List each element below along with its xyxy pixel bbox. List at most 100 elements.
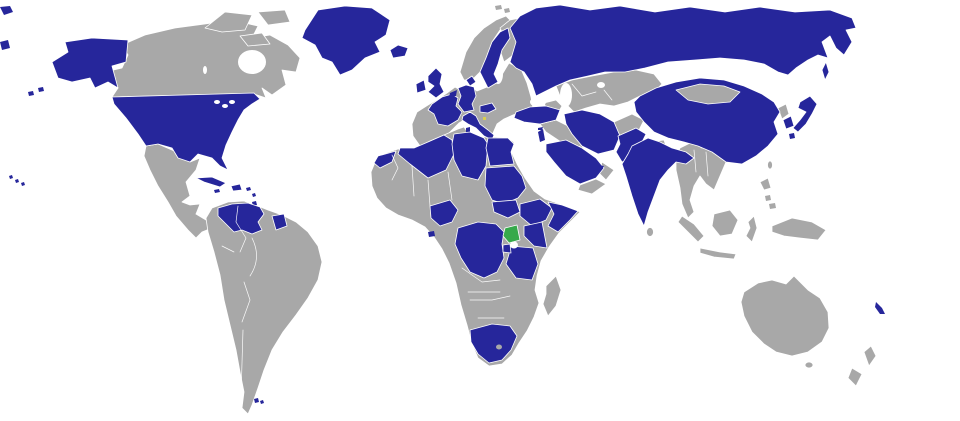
country-denmark bbox=[465, 75, 477, 87]
country-turkey bbox=[513, 105, 561, 125]
region-aleutians bbox=[28, 91, 34, 96]
country-egypt bbox=[485, 137, 515, 167]
border-lines-southeast-asia bbox=[693, 149, 709, 177]
country-japan bbox=[792, 95, 818, 133]
country-north-korea bbox=[777, 103, 790, 120]
country-india bbox=[621, 137, 695, 227]
lake-winnipeg bbox=[203, 66, 207, 74]
country-mongolia-overlay bbox=[675, 83, 741, 105]
lake-victoria bbox=[510, 241, 518, 249]
border-lines-central-asia bbox=[571, 83, 613, 101]
country-venezuela bbox=[217, 202, 265, 235]
country-taiwan bbox=[767, 160, 773, 170]
region-hawaii bbox=[21, 182, 25, 186]
region-arctic-islands bbox=[239, 32, 271, 47]
country-israel bbox=[538, 129, 545, 142]
country-lesotho bbox=[496, 344, 502, 350]
border-lines-central-america bbox=[185, 197, 205, 215]
region-hawaii bbox=[15, 179, 19, 183]
region-falkland-islands bbox=[260, 400, 264, 404]
country-united-states bbox=[111, 92, 261, 171]
country-belgium bbox=[449, 90, 457, 97]
region-new-guinea bbox=[771, 217, 827, 241]
country-somalia bbox=[547, 201, 579, 233]
country-sri-lanka bbox=[646, 227, 654, 237]
country-alaska-usa bbox=[51, 37, 129, 89]
country-italy bbox=[461, 111, 495, 141]
country-rwanda-burundi bbox=[502, 243, 512, 254]
country-greenland bbox=[301, 5, 391, 76]
country-madagascar bbox=[542, 275, 562, 317]
region-chukotka-wrap bbox=[0, 40, 10, 50]
black-sea bbox=[530, 97, 546, 107]
continent-south-america bbox=[205, 200, 323, 415]
region-arctic-islands bbox=[204, 11, 253, 33]
country-nigeria bbox=[429, 199, 459, 227]
hudson-bay bbox=[238, 50, 266, 74]
region-aleutians bbox=[38, 87, 44, 92]
country-iceland bbox=[389, 44, 409, 59]
country-saudi-arabia bbox=[545, 139, 605, 185]
region-wrangel-island bbox=[0, 6, 13, 15]
country-china bbox=[633, 77, 781, 165]
country-united-kingdom bbox=[427, 67, 445, 99]
region-svalbard bbox=[504, 8, 510, 13]
country-philippines bbox=[759, 177, 772, 191]
region-lesser-antilles bbox=[252, 193, 256, 197]
country-philippines bbox=[765, 195, 771, 201]
region-java bbox=[699, 247, 737, 260]
country-cuba bbox=[195, 176, 227, 188]
country-qatar bbox=[591, 160, 595, 165]
country-south-sudan bbox=[491, 199, 521, 219]
country-iran bbox=[563, 109, 621, 155]
country-yemen bbox=[577, 178, 607, 195]
border-lines-south-america bbox=[221, 205, 257, 397]
region-svalbard bbox=[495, 5, 502, 10]
country-puerto-rico bbox=[246, 187, 251, 191]
country-new-zealand bbox=[847, 367, 863, 387]
aral-sea bbox=[597, 82, 605, 88]
country-uae bbox=[593, 164, 604, 172]
great-lakes bbox=[222, 104, 228, 108]
region-kyushu bbox=[789, 133, 795, 139]
caspian-sea bbox=[560, 83, 572, 107]
country-australia bbox=[740, 275, 830, 357]
region-sumatra bbox=[677, 215, 705, 243]
country-south-africa bbox=[469, 323, 518, 364]
country-equatorial-guinea bbox=[428, 231, 435, 237]
country-libya bbox=[451, 131, 489, 181]
country-germany bbox=[457, 84, 477, 113]
country-suriname bbox=[271, 213, 288, 231]
country-philippines bbox=[769, 203, 776, 209]
country-kosovo-dot bbox=[483, 117, 486, 120]
country-hispaniola bbox=[230, 183, 243, 192]
country-new-caledonia bbox=[875, 302, 885, 314]
region-tasmania bbox=[804, 361, 814, 369]
country-uganda-home bbox=[502, 224, 521, 244]
great-lakes bbox=[214, 100, 220, 104]
country-russia bbox=[509, 4, 857, 97]
region-arctic-islands bbox=[257, 9, 291, 26]
region-hawaii bbox=[9, 175, 13, 179]
border-lines-africa bbox=[391, 154, 511, 319]
region-western-sahara bbox=[373, 150, 397, 169]
country-cyprus bbox=[538, 127, 543, 130]
country-ethiopia bbox=[519, 198, 553, 227]
country-kenya bbox=[523, 221, 548, 249]
country-dr-congo bbox=[454, 221, 505, 279]
region-sulawesi bbox=[745, 215, 758, 243]
region-sakhalin bbox=[821, 61, 830, 81]
country-south-korea bbox=[782, 115, 795, 130]
great-lakes bbox=[229, 100, 235, 104]
country-new-zealand bbox=[863, 345, 877, 367]
country-tanzania bbox=[505, 245, 539, 281]
country-sudan bbox=[484, 165, 527, 205]
country-hungary bbox=[479, 102, 497, 114]
country-sweden bbox=[479, 27, 511, 89]
country-jamaica bbox=[214, 189, 220, 193]
country-ireland bbox=[415, 79, 427, 94]
region-borneo bbox=[711, 209, 739, 237]
region-falkland-islands bbox=[254, 398, 259, 403]
